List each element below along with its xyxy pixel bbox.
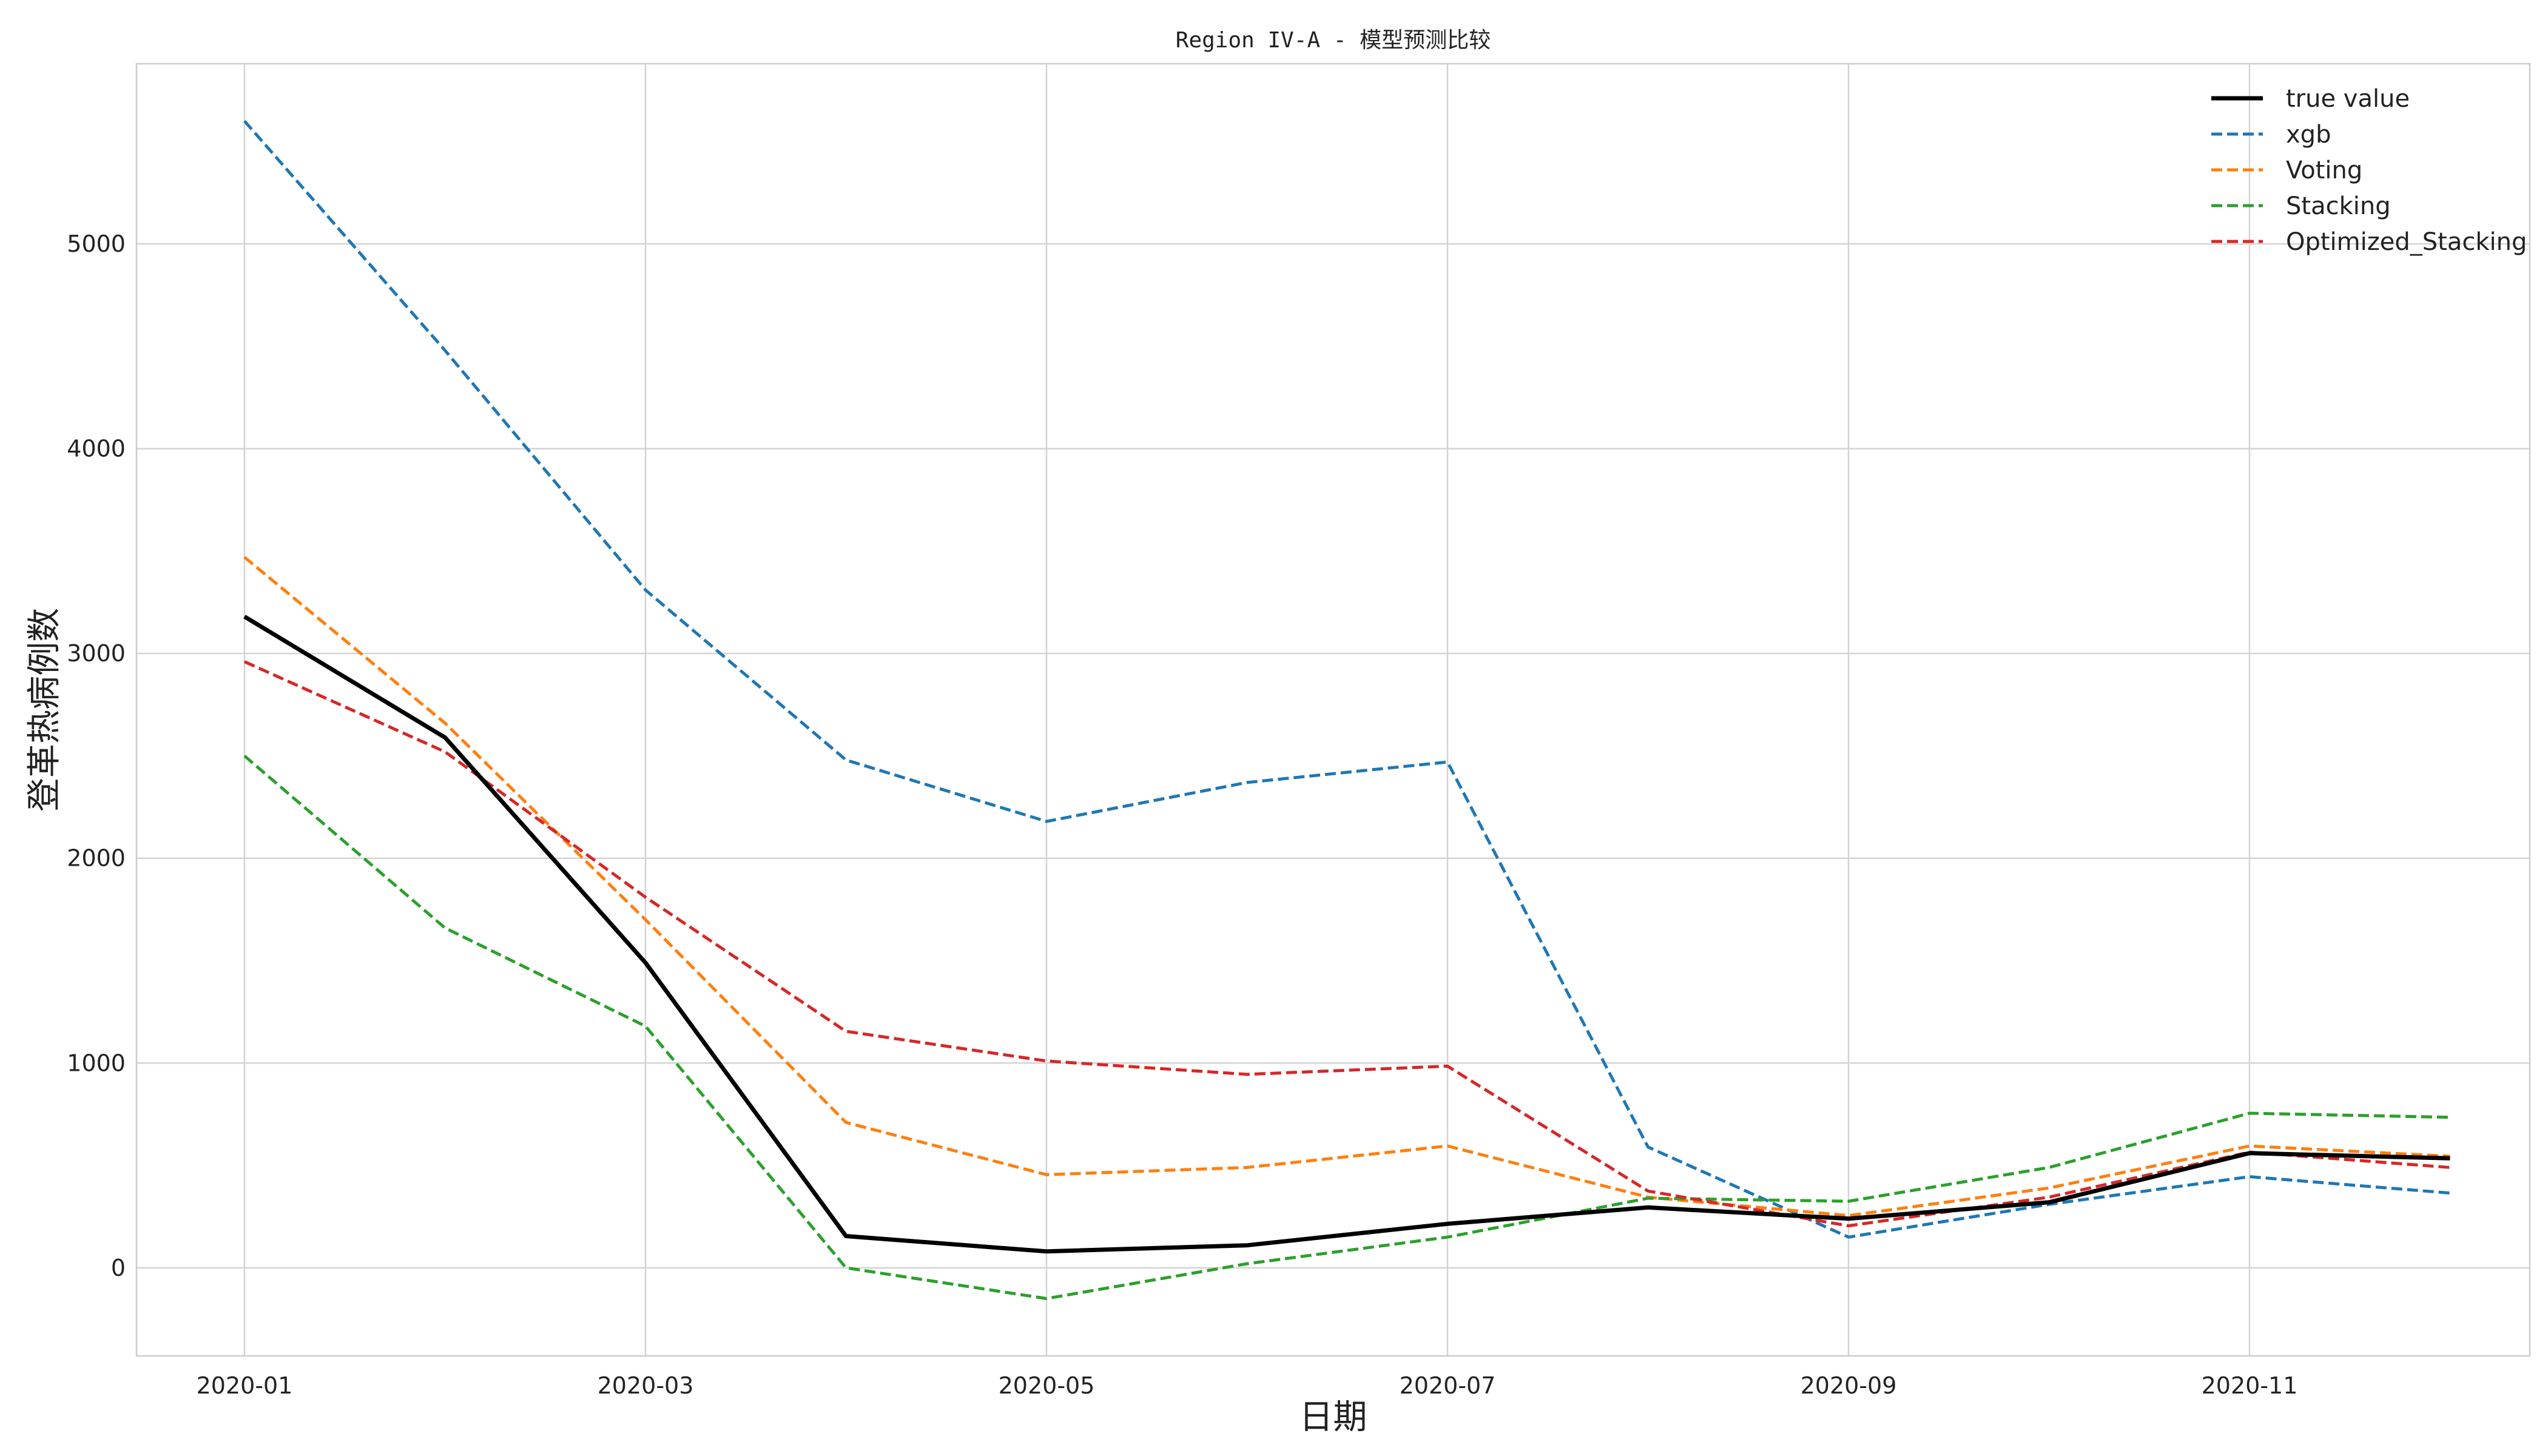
- plot-frame: [135, 62, 2531, 1357]
- x-tick-label: 2020-05: [999, 1372, 1095, 1399]
- x-tick-label: 2020-03: [598, 1372, 694, 1399]
- legend-label: Voting: [2286, 157, 2362, 184]
- x-tick-label: 2020-01: [197, 1372, 293, 1399]
- legend-label: Optimized_Stacking: [2286, 228, 2527, 256]
- series-line-xgb: [243, 120, 2450, 1239]
- chart-title: Region IV-A - 模型预测比较: [1176, 28, 1491, 53]
- series-line-optimized-stacking: [243, 660, 2450, 1228]
- series-line-true-value: [243, 615, 2450, 1254]
- x-tick-label: 2020-11: [2202, 1372, 2298, 1399]
- legend-label: true value: [2286, 85, 2410, 113]
- x-tick-label: 2020-09: [1801, 1372, 1897, 1399]
- tick-labels: 2020-01 2020-03 2020-05 2020-07 2020-09 2020-…: [67, 231, 2297, 1399]
- legend-label: xgb: [2286, 121, 2331, 149]
- series-lines: [243, 120, 2450, 1300]
- y-tick-label: 1000: [67, 1050, 126, 1076]
- y-axis-label: 登革热病例数: [25, 608, 64, 812]
- legend: true value xgb Voting Stacking Optimized_Sta…: [2211, 85, 2527, 256]
- x-tick-label: 2020-07: [1400, 1372, 1496, 1399]
- series-line-voting: [243, 556, 2450, 1218]
- y-tick-label: 5000: [67, 231, 126, 257]
- legend-label: Stacking: [2286, 192, 2391, 220]
- x-axis-label: 日期: [1299, 1398, 1367, 1437]
- y-tick-label: 0: [111, 1255, 126, 1281]
- series-line-stacking: [243, 755, 2450, 1300]
- y-tick-label: 3000: [67, 640, 126, 667]
- y-tick-label: 4000: [67, 436, 126, 462]
- y-tick-label: 2000: [67, 845, 126, 872]
- grid: [136, 64, 2530, 1356]
